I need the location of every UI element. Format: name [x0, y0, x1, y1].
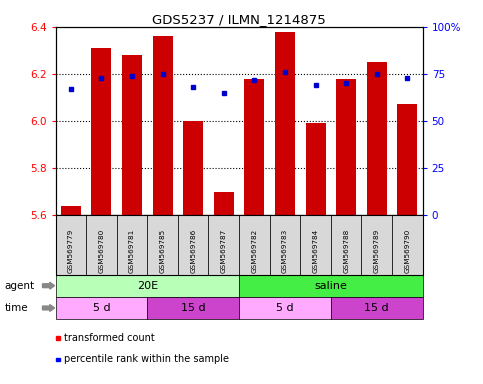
Text: GSM569787: GSM569787: [221, 228, 227, 273]
Text: GSM569789: GSM569789: [374, 228, 380, 273]
Bar: [275, 31, 295, 215]
Bar: [367, 62, 387, 215]
Title: GDS5237 / ILMN_1214875: GDS5237 / ILMN_1214875: [152, 13, 326, 26]
Bar: [61, 206, 81, 215]
Text: GSM569788: GSM569788: [343, 228, 349, 273]
Text: GSM569786: GSM569786: [190, 228, 196, 273]
Text: GSM569780: GSM569780: [99, 228, 104, 273]
Text: time: time: [5, 303, 28, 313]
Bar: [398, 104, 417, 215]
Text: 15 d: 15 d: [365, 303, 389, 313]
Text: saline: saline: [314, 281, 347, 291]
Bar: [336, 79, 356, 215]
Text: GSM569790: GSM569790: [404, 228, 411, 273]
Text: GSM569784: GSM569784: [313, 228, 319, 273]
Text: agent: agent: [5, 281, 35, 291]
Text: GSM569779: GSM569779: [68, 228, 74, 273]
Text: transformed count: transformed count: [64, 333, 155, 343]
Text: percentile rank within the sample: percentile rank within the sample: [64, 354, 229, 364]
Text: GSM569782: GSM569782: [251, 228, 257, 273]
Bar: [244, 79, 264, 215]
Text: 5 d: 5 d: [93, 303, 110, 313]
Bar: [183, 121, 203, 215]
Bar: [91, 48, 112, 215]
Text: GSM569783: GSM569783: [282, 228, 288, 273]
Text: 5 d: 5 d: [276, 303, 294, 313]
Bar: [122, 55, 142, 215]
Text: 15 d: 15 d: [181, 303, 205, 313]
Text: GSM569785: GSM569785: [159, 228, 166, 273]
Bar: [306, 123, 326, 215]
Bar: [214, 192, 234, 215]
Text: GSM569781: GSM569781: [129, 228, 135, 273]
Bar: [153, 36, 172, 215]
Text: 20E: 20E: [137, 281, 158, 291]
